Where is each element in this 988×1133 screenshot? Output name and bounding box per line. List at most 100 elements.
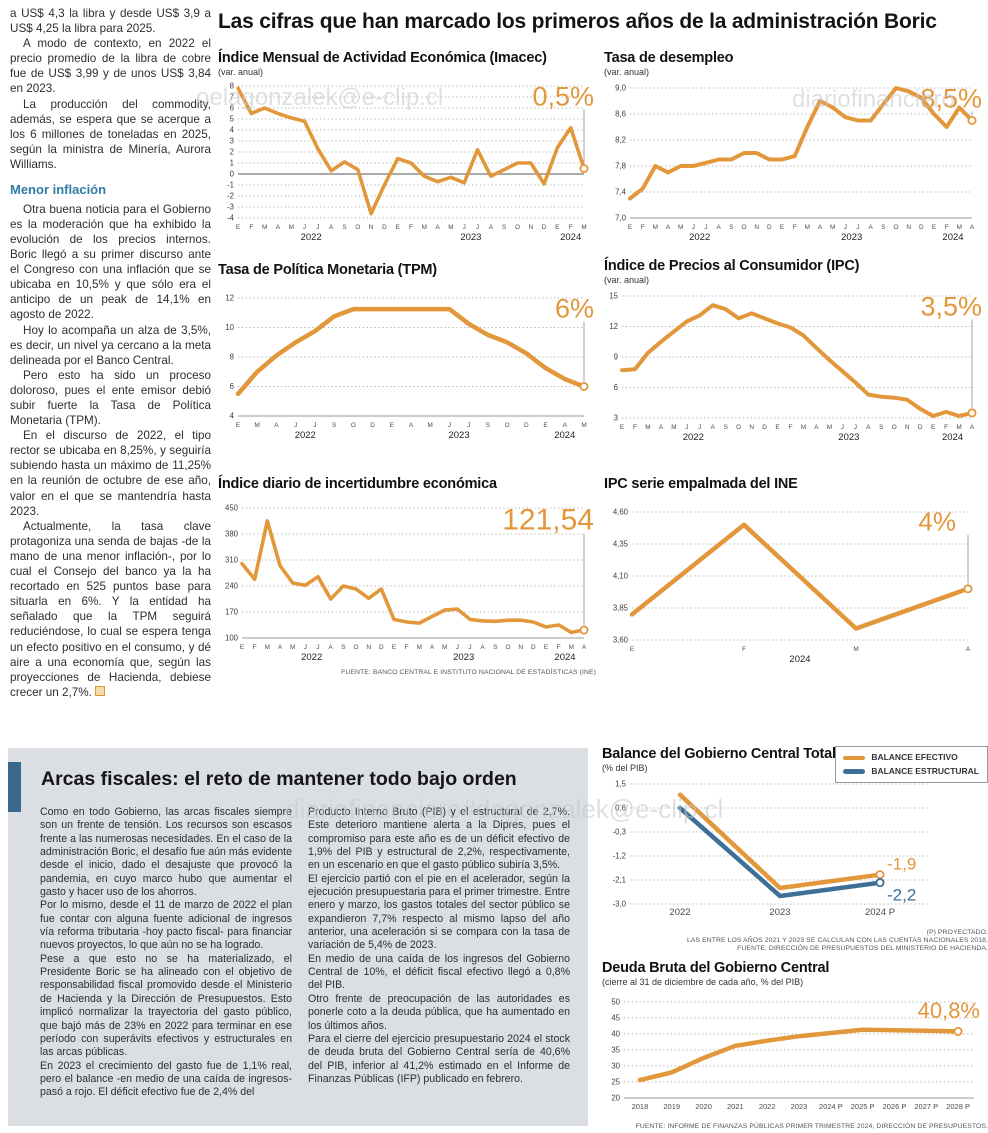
x-tick-label: F [557, 644, 561, 651]
x-tick-label: A [435, 224, 440, 231]
legend-swatch-orange [843, 755, 866, 761]
deuda-line-chart: 50 45 40 35 30 25 20 2018 2019 2020 2021 2022 2023 20… [611, 998, 980, 1111]
x-tick-label: J [476, 224, 479, 231]
y-tick-label: 6 [230, 104, 234, 113]
x-tick-label: F [409, 224, 413, 231]
x-tick-label: A [666, 224, 671, 231]
article-paragraph: La producción del commodity, además, se … [10, 97, 211, 171]
end-value-label: -2,2 [887, 886, 916, 905]
y-tick-label: 10 [225, 323, 234, 332]
y-tick-label: 6 [230, 382, 234, 391]
y-tick-label: 1,5 [615, 780, 627, 789]
y-tick-label: -2 [227, 192, 234, 201]
x-tick-label: M [265, 644, 270, 651]
year-label: 2023 [448, 430, 469, 441]
chart-title: Tasa de desempleo [604, 50, 734, 66]
x-tick-label: J [448, 422, 451, 429]
y-tick-label: -4 [227, 214, 235, 223]
y-tick-label: 7 [230, 93, 234, 102]
y-tick-label: 5 [230, 115, 235, 124]
chart-subtitle: (cierre al 31 de diciembre de cada año, … [602, 977, 804, 987]
x-tick-label: J [316, 224, 319, 231]
x-tick-label: D [542, 224, 547, 231]
x-tick-label: A [329, 224, 334, 231]
x-tick-label: A [717, 224, 722, 231]
x-tick-label: J [468, 644, 471, 651]
article-paragraph: a US$ 4,3 la libra y desde US$ 3,9 a US$… [10, 7, 211, 36]
y-tick-label: 0 [230, 170, 235, 179]
x-tick-label: A [659, 424, 664, 431]
x-tick-label: M [671, 424, 676, 431]
article-text: Actualmente, la tasa clave protagoniza u… [10, 519, 211, 699]
y-tick-label: 7,0 [615, 214, 627, 223]
y-tick-label: 50 [611, 998, 620, 1007]
x-tick-label: E [236, 422, 240, 429]
y-tick-label: 6 [614, 383, 618, 392]
x-tick-label: F [742, 646, 746, 653]
chart-title: Índice diario de incertidumbre económica [218, 476, 497, 492]
x-tick-label: 2022 [759, 1102, 776, 1111]
legend: BALANCE EFECTIVO BALANCE ESTRUCTURAL [835, 746, 988, 784]
x-tick-label: 2022 [669, 907, 690, 918]
endpoint-marker [875, 870, 885, 880]
x-tick-label: A [430, 644, 435, 651]
chart-source: FUENTE: BANCO CENTRAL E INSTITUTO NACION… [341, 669, 596, 676]
x-tick-label: D [379, 644, 384, 651]
x-tick-label: A [278, 644, 283, 651]
x-tick-label: 2018 [632, 1102, 649, 1111]
x-tick-label: F [633, 424, 637, 431]
x-tick-label: A [970, 224, 975, 231]
x-tick-label: E [544, 644, 548, 651]
x-tick-label: E [240, 644, 244, 651]
value-callout: 6% [555, 293, 594, 323]
y-tick-label: 380 [225, 530, 239, 539]
x-tick-label: D [531, 644, 536, 651]
legend-swatch-blue [843, 769, 866, 774]
x-tick-label: M [422, 224, 427, 231]
endpoint-marker [963, 584, 973, 594]
x-tick-label: S [881, 224, 885, 231]
x-tick-label: A [276, 224, 281, 231]
x-tick-label: S [342, 224, 346, 231]
article-paragraph: A modo de contexto, en 2022 el precio pr… [10, 37, 211, 96]
fiscal-paragraph: En medio de una caída de los ingresos de… [308, 952, 570, 992]
y-tick-label: 7,8 [615, 162, 626, 171]
chart-note: (P) PROYECTADO. [926, 929, 988, 936]
y-tick-label: 9,0 [615, 84, 627, 93]
year-label: 2023 [453, 652, 474, 663]
fiscal-paragraph: En 2023 el crecimiento del gasto fue de … [40, 1059, 292, 1099]
legend-label: BALANCE ESTRUCTURAL [871, 765, 979, 776]
x-tick-label: S [502, 224, 506, 231]
x-tick-label: F [944, 424, 948, 431]
year-label: 2024 [942, 432, 963, 443]
fiscal-headline: Arcas fiscales: el reto de mantener todo… [41, 768, 517, 790]
x-tick-label: O [742, 224, 747, 231]
chart-desempleo: Tasa de desempleo (var. anual) 9,0 8,6 8,2… [604, 50, 984, 248]
x-tick-label: N [906, 224, 911, 231]
chart-title: Índice de Precios al Consumidor (IPC) [604, 258, 860, 274]
end-of-article-icon [94, 685, 105, 696]
y-tick-label: 8,2 [615, 136, 626, 145]
x-tick-label: 2019 [663, 1102, 680, 1111]
y-tick-label: 12 [609, 322, 618, 331]
x-tick-label: F [945, 224, 949, 231]
x-tick-label: E [932, 224, 936, 231]
x-tick-label: J [313, 422, 316, 429]
x-tick-label: M [805, 224, 810, 231]
chart-source: FUENTE: DIRECCIÓN DE PRESUPUESTOS DEL MI… [737, 945, 988, 952]
y-tick-label: 4 [230, 126, 235, 135]
x-tick-label: S [493, 644, 497, 651]
x-tick-label: S [724, 424, 728, 431]
legend-item-estructural: BALANCE ESTRUCTURAL [843, 765, 979, 779]
x-tick-label: E [555, 224, 559, 231]
y-tick-label: 30 [611, 1062, 620, 1071]
x-tick-label: S [332, 422, 336, 429]
fiscal-paragraph: Como en todo Gobierno, las arcas fiscale… [40, 806, 292, 899]
chart-tpm: Tasa de Política Monetaria (TPM) 12 10 8 6 4… [218, 262, 596, 446]
y-tick-label: -3 [227, 203, 234, 212]
x-tick-label: O [505, 422, 510, 429]
legend-label: BALANCE EFECTIVO [871, 752, 958, 762]
